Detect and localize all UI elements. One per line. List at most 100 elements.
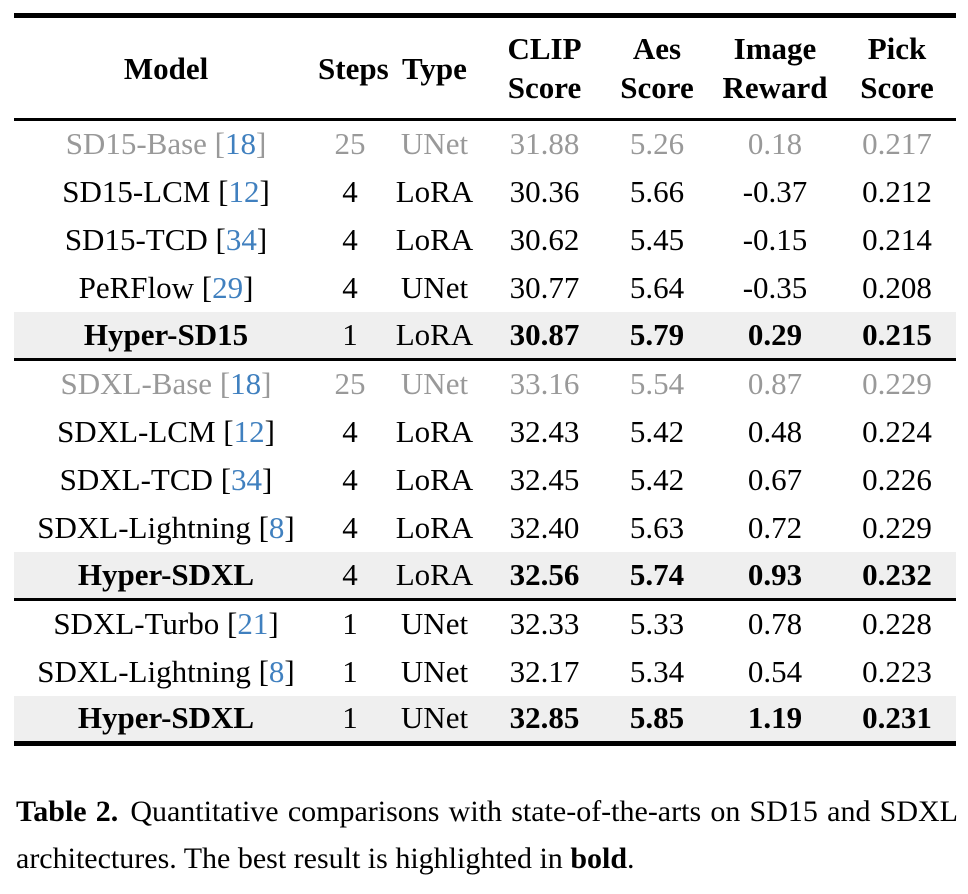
clip-score-cell: 33.16	[509, 366, 580, 402]
image-reward-cell: 1.19	[747, 700, 803, 736]
image-reward-cell: -0.35	[742, 269, 808, 305]
model-name: SD15-TCD	[64, 221, 208, 257]
clip-score-cell: 32.33	[509, 606, 580, 642]
model-name: SDXL-TCD	[59, 461, 213, 497]
header-aes-score: Aes Score	[620, 31, 694, 105]
model-name: SDXL-Base	[60, 366, 213, 402]
section-sd15: SD15-Base [18] 25 UNet 31.88 5.26 0.18 0.217 SD…	[14, 120, 956, 360]
pick-score-cell: 0.231	[862, 700, 932, 736]
type-cell: LoRA	[395, 173, 474, 209]
aes-score-cell: 5.54	[629, 366, 685, 402]
model-name: SDXL-LCM	[57, 413, 216, 449]
type-cell: LoRA	[395, 509, 474, 545]
model-cell: SDXL-Lightning [8]	[37, 509, 295, 545]
table-row: SDXL-LCM [12] 4 LoRA 32.43 5.42 0.48 0.224	[14, 408, 956, 456]
table-row: PeRFlow [29] 4 UNet 30.77 5.64 -0.35 0.208	[14, 264, 956, 312]
type-cell: UNet	[400, 366, 469, 402]
table-row: Hyper-SDXL 1 UNet 32.85 5.85 1.19 0.231	[14, 695, 956, 744]
pick-score-cell: 0.228	[862, 606, 932, 642]
model-name: SD15-Base	[65, 126, 207, 162]
clip-score-cell: 32.45	[509, 461, 580, 497]
pick-score-cell: 0.212	[862, 173, 932, 209]
type-cell: UNet	[400, 606, 469, 642]
results-table: Model Steps Type CLIP Score Aes Score Im…	[14, 13, 956, 746]
pick-score-cell: 0.229	[862, 366, 932, 402]
model-cell: Hyper-SDXL	[14, 552, 318, 600]
aes-score-cell: 5.64	[629, 269, 685, 305]
clip-score-cell: 32.40	[509, 509, 580, 545]
citation-link[interactable]: 8	[268, 509, 285, 545]
section-sdxl-onestep: SDXL-Turbo [21] 1 UNet 32.33 5.33 0.78 0.228 SD…	[14, 599, 956, 744]
aes-score-cell: 5.85	[629, 700, 685, 736]
image-reward-cell: 0.18	[747, 126, 803, 162]
image-reward-cell: 0.87	[747, 366, 803, 402]
steps-cell: 25	[334, 126, 366, 162]
image-reward-cell: -0.37	[742, 173, 808, 209]
type-cell: LoRA	[395, 221, 474, 257]
steps-cell: 4	[342, 556, 358, 592]
steps-cell: 4	[342, 509, 358, 545]
image-reward-cell: 0.67	[747, 461, 803, 497]
citation-link[interactable]: 34	[231, 461, 263, 497]
model-name: Hyper-SDXL	[77, 556, 255, 592]
clip-score-cell: 32.17	[509, 653, 580, 689]
model-cell: PeRFlow [29]	[78, 269, 254, 305]
aes-score-cell: 5.34	[629, 653, 685, 689]
citation-link[interactable]: 18	[224, 126, 256, 162]
aes-score-cell: 5.33	[629, 606, 685, 642]
steps-cell: 4	[342, 173, 358, 209]
model-name: SDXL-Lightning	[37, 653, 251, 689]
aes-score-cell: 5.42	[629, 461, 685, 497]
table-row: SDXL-Turbo [21] 1 UNet 32.33 5.33 0.78 0.228	[14, 600, 956, 648]
steps-cell: 4	[342, 221, 358, 257]
aes-score-cell: 5.42	[629, 413, 685, 449]
model-cell: SDXL-Turbo [21]	[53, 606, 279, 642]
clip-score-cell: 32.85	[509, 700, 580, 736]
header-image-reward: Image Reward	[722, 31, 828, 105]
image-reward-cell: -0.15	[742, 221, 808, 257]
type-cell: UNet	[400, 269, 469, 305]
section-sdxl-multistep: SDXL-Base [18] 25 UNet 33.16 5.54 0.87 0.229 SD…	[14, 359, 956, 600]
caption-bold-word: bold	[570, 842, 628, 875]
table-caption: Table 2. Quantitative comparisons with st…	[16, 788, 958, 882]
header-model: Model	[123, 50, 209, 86]
pick-score-cell: 0.208	[862, 269, 932, 305]
type-cell: UNet	[400, 700, 469, 736]
type-cell: LoRA	[395, 461, 474, 497]
aes-score-cell: 5.66	[629, 173, 685, 209]
pick-score-cell: 0.229	[862, 509, 932, 545]
aes-score-cell: 5.45	[629, 221, 685, 257]
caption-label: Table 2.	[16, 795, 119, 828]
model-name: SDXL-Lightning	[37, 509, 251, 545]
citation-link[interactable]: 34	[225, 221, 257, 257]
pick-score-cell: 0.223	[862, 653, 932, 689]
pick-score-cell: 0.224	[862, 413, 932, 449]
model-cell: SD15-TCD [34]	[64, 221, 268, 257]
table-row: SDXL-Base [18] 25 UNet 33.16 5.54 0.87 0.229	[14, 360, 956, 408]
model-cell: Hyper-SDXL	[14, 696, 318, 744]
citation-link[interactable]: 12	[233, 413, 265, 449]
model-cell: SD15-LCM [12]	[62, 173, 270, 209]
header-steps: Steps	[318, 50, 389, 86]
citation-link[interactable]: 18	[230, 366, 262, 402]
pick-score-cell: 0.215	[862, 316, 932, 352]
table-row: SD15-TCD [34] 4 LoRA 30.62 5.45 -0.15 0.214	[14, 216, 956, 264]
citation-link[interactable]: 12	[228, 173, 260, 209]
model-cell: SDXL-Base [18]	[60, 366, 272, 402]
table-header: Model Steps Type CLIP Score Aes Score Im…	[14, 16, 956, 120]
type-cell: UNet	[400, 126, 469, 162]
citation-link[interactable]: 29	[212, 269, 244, 305]
citation-link[interactable]: 21	[237, 606, 269, 642]
aes-score-cell: 5.79	[629, 316, 685, 352]
clip-score-cell: 30.36	[509, 173, 580, 209]
pick-score-cell: 0.217	[862, 126, 932, 162]
image-reward-cell: 0.54	[747, 653, 803, 689]
steps-cell: 1	[342, 653, 358, 689]
clip-score-cell: 30.77	[509, 269, 580, 305]
aes-score-cell: 5.63	[629, 509, 685, 545]
table-row: SDXL-Lightning [8] 4 LoRA 32.40 5.63 0.72 0.22…	[14, 504, 956, 552]
type-cell: LoRA	[395, 316, 474, 352]
citation-link[interactable]: 8	[268, 653, 285, 689]
image-reward-cell: 0.72	[747, 509, 803, 545]
model-name: Hyper-SD15	[83, 316, 249, 352]
